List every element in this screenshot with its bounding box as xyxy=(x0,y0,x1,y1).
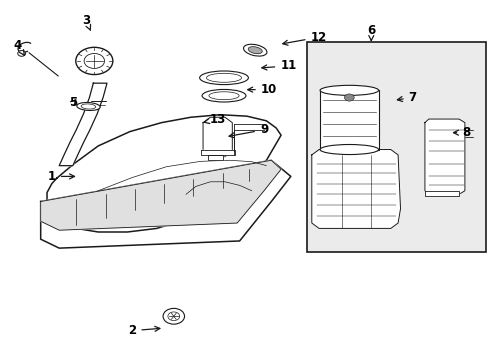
Text: 4: 4 xyxy=(14,39,24,55)
Polygon shape xyxy=(41,160,281,230)
Text: 8: 8 xyxy=(452,126,469,139)
Ellipse shape xyxy=(206,73,241,82)
Text: 10: 10 xyxy=(247,83,276,96)
Circle shape xyxy=(84,53,104,68)
Ellipse shape xyxy=(243,44,266,56)
Bar xyxy=(320,90,378,149)
Polygon shape xyxy=(203,117,232,157)
Ellipse shape xyxy=(199,71,248,85)
Text: 3: 3 xyxy=(82,14,90,30)
Text: 9: 9 xyxy=(229,123,267,138)
Ellipse shape xyxy=(320,144,378,154)
Text: 13: 13 xyxy=(203,113,225,126)
Text: 1: 1 xyxy=(48,170,74,183)
Polygon shape xyxy=(311,149,400,228)
Circle shape xyxy=(344,94,353,101)
Ellipse shape xyxy=(77,103,100,111)
Text: 11: 11 xyxy=(261,59,296,72)
Text: 6: 6 xyxy=(366,24,375,41)
Polygon shape xyxy=(424,191,458,196)
Text: 7: 7 xyxy=(397,91,416,104)
Polygon shape xyxy=(424,119,464,194)
Text: 12: 12 xyxy=(282,31,326,45)
Bar xyxy=(306,42,485,252)
Polygon shape xyxy=(47,115,281,232)
Polygon shape xyxy=(200,149,234,155)
Circle shape xyxy=(167,312,179,321)
Circle shape xyxy=(76,47,113,75)
Ellipse shape xyxy=(81,104,96,109)
Ellipse shape xyxy=(248,47,262,54)
Ellipse shape xyxy=(208,92,239,100)
Circle shape xyxy=(163,309,184,324)
Ellipse shape xyxy=(320,85,378,95)
Text: 5: 5 xyxy=(69,96,77,109)
Text: 2: 2 xyxy=(128,324,160,337)
Polygon shape xyxy=(207,155,222,160)
Polygon shape xyxy=(59,83,107,166)
Polygon shape xyxy=(41,160,290,248)
Circle shape xyxy=(18,50,25,56)
Ellipse shape xyxy=(202,89,245,102)
